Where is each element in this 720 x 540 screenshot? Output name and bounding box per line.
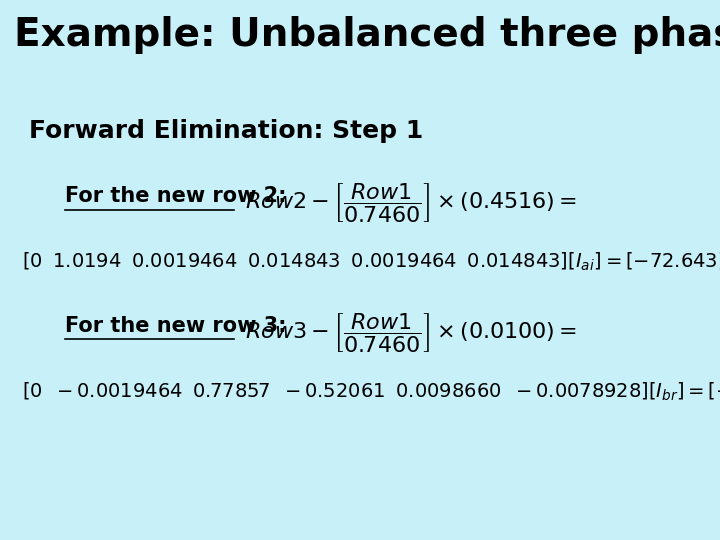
Text: $Row3-\left[\dfrac{Row1}{0.7460}\right]\times(0.0100)=$: $Row3-\left[\dfrac{Row1}{0.7460}\right]\… [245, 310, 577, 354]
Text: $\left[0\;\;1.0194\;\;0.0019464\;\;0.014843\;\;0.0019464\;\;0.014843\right]\left: $\left[0\;\;1.0194\;\;0.0019464\;\;0.014… [22, 251, 720, 273]
Text: Example: Unbalanced three phase load: Example: Unbalanced three phase load [14, 16, 720, 54]
Text: $Row2-\left[\dfrac{Row1}{0.7460}\right]\times(0.4516)=$: $Row2-\left[\dfrac{Row1}{0.7460}\right]\… [245, 181, 577, 224]
Text: For the new row 2:: For the new row 2: [65, 186, 287, 206]
Text: Forward Elimination: Step 1: Forward Elimination: Step 1 [29, 119, 423, 143]
Text: For the new row 3:: For the new row 3: [65, 316, 287, 336]
Text: $\left[0\;\;-0.0019464\;\;0.77857\;\;-0.52061\;\;0.0098660\;\;-0.0078928\right]\: $\left[0\;\;-0.0019464\;\;0.77857\;\;-0.… [22, 381, 720, 403]
